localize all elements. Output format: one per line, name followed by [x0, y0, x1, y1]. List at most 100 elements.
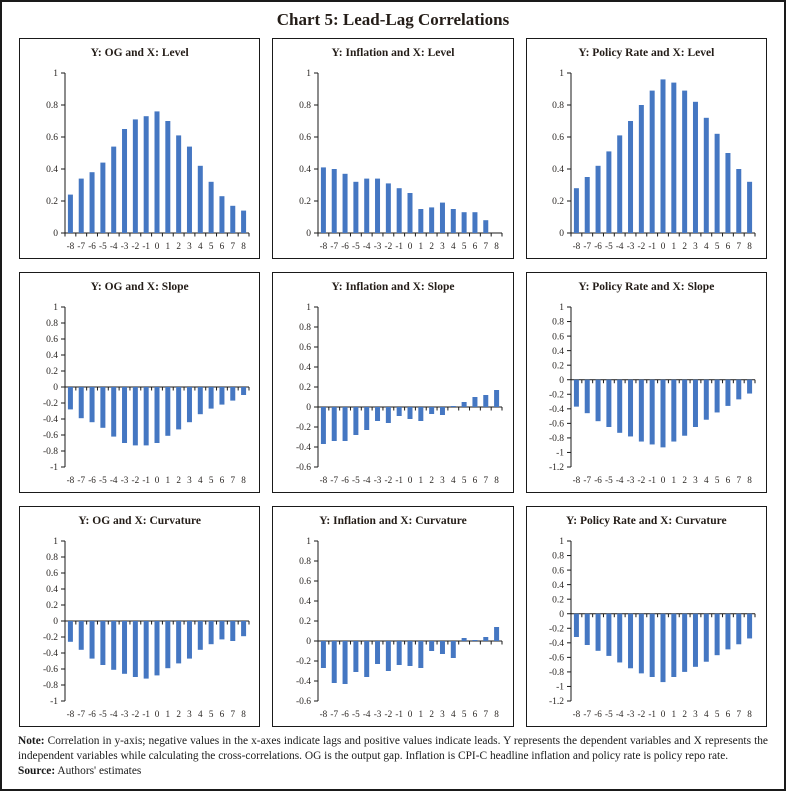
svg-text:-4: -4 [363, 241, 371, 251]
svg-text:-6: -6 [341, 241, 349, 251]
svg-text:7: 7 [230, 709, 235, 719]
svg-text:-8: -8 [573, 241, 581, 251]
svg-text:-0.8: -0.8 [549, 434, 564, 444]
svg-text:1: 1 [53, 303, 58, 313]
svg-text:-5: -5 [99, 709, 107, 719]
svg-text:1: 1 [306, 537, 311, 547]
svg-text:0: 0 [53, 229, 58, 239]
svg-text:6: 6 [219, 475, 224, 485]
svg-text:0.8: 0.8 [552, 552, 564, 562]
svg-text:-8: -8 [573, 709, 581, 719]
source-text: Authors' estimates [55, 765, 142, 778]
panel-title: Y: OG and X: Level [90, 47, 189, 59]
svg-text:8: 8 [748, 241, 753, 251]
svg-text:-4: -4 [110, 475, 118, 485]
chart-panel-og-level: Y: OG and X: Level 0 0.2 0.4 0.6 0.8 1 -8 -7 -6-… [19, 38, 261, 259]
svg-text:2: 2 [429, 241, 434, 251]
svg-text:-2: -2 [638, 709, 646, 719]
svg-text:-6: -6 [88, 241, 96, 251]
svg-text:2: 2 [429, 475, 434, 485]
svg-text:-1: -1 [395, 241, 403, 251]
svg-text:-6: -6 [595, 475, 603, 485]
svg-text:7: 7 [737, 475, 742, 485]
chart-grid: Y: OG and X: Level 0 0.2 0.4 0.6 0.8 1 -8 -7 -6-… [2, 38, 784, 727]
svg-text:-7: -7 [77, 475, 85, 485]
svg-text:-0.6: -0.6 [43, 665, 58, 675]
svg-text:0.6: 0.6 [299, 133, 311, 143]
svg-text:-1: -1 [649, 241, 657, 251]
svg-text:-4: -4 [363, 709, 371, 719]
svg-text:-0.2: -0.2 [549, 390, 564, 400]
svg-text:-1.2: -1.2 [549, 697, 564, 707]
svg-text:0.8: 0.8 [46, 319, 58, 329]
svg-text:0: 0 [306, 403, 311, 413]
bar-chart-inflation-level: 00.20.40.60.81-8 -7 -6 -5 -4 -3 -2 -1 0 1 2 3 4 5 6 7 8 [299, 69, 503, 251]
svg-text:0.2: 0.2 [46, 367, 58, 377]
svg-text:0.6: 0.6 [46, 335, 58, 345]
svg-text:6: 6 [219, 709, 224, 719]
svg-text:-1: -1 [142, 475, 150, 485]
svg-text:-3: -3 [627, 709, 635, 719]
svg-text:5: 5 [462, 475, 467, 485]
svg-text:1: 1 [165, 241, 170, 251]
svg-text:0.6: 0.6 [552, 332, 564, 342]
figure-title: Chart 5: Lead-Lag Correlations [276, 10, 510, 29]
svg-text:1: 1 [672, 709, 677, 719]
svg-text:0: 0 [408, 241, 413, 251]
svg-text:6: 6 [726, 709, 731, 719]
svg-text:-0.4: -0.4 [296, 443, 311, 453]
svg-text:-4: -4 [616, 709, 624, 719]
source-line: Source: Authors' estimates [18, 764, 768, 779]
svg-text:5: 5 [715, 241, 720, 251]
svg-text:-4: -4 [363, 475, 371, 485]
svg-text:-6: -6 [595, 709, 603, 719]
svg-text:7: 7 [483, 241, 488, 251]
svg-text:0.4: 0.4 [552, 581, 564, 591]
svg-text:-0.2: -0.2 [43, 399, 58, 409]
svg-text:-7: -7 [77, 241, 85, 251]
svg-text:-8: -8 [573, 475, 581, 485]
svg-text:0: 0 [560, 610, 565, 620]
svg-text:1: 1 [672, 241, 677, 251]
svg-text:-2: -2 [638, 475, 646, 485]
bar-chart-inflation-slope: -0.6 -0.4 -0.2 0 0.2 0.4 0.6 0.8 1 -8 -7 -6 -5 -4 -3 -2… [296, 303, 503, 485]
bar-chart-policy-slope: -1.2 -1 -0.8 -0.6 -0.4 -0.2 0 0.2 0.4 0.6 0.8 1 -8 -7… [549, 303, 756, 485]
svg-text:0.6: 0.6 [299, 577, 311, 587]
svg-text:1: 1 [560, 537, 565, 547]
svg-text:1: 1 [672, 475, 677, 485]
svg-text:8: 8 [494, 241, 499, 251]
svg-text:-0.4: -0.4 [549, 639, 564, 649]
svg-text:4: 4 [704, 241, 709, 251]
svg-text:0.8: 0.8 [46, 101, 58, 111]
svg-text:-3: -3 [374, 475, 382, 485]
svg-text:-8: -8 [66, 475, 74, 485]
svg-text:0: 0 [154, 241, 159, 251]
svg-text:3: 3 [693, 241, 698, 251]
chart-panel-policy-level: Y: Policy Rate and X: Level 0 0.2 0.4 0.6 0.… [525, 38, 767, 259]
svg-text:-0.8: -0.8 [43, 447, 58, 457]
svg-text:0.8: 0.8 [299, 557, 311, 567]
svg-text:2: 2 [683, 709, 688, 719]
svg-text:4: 4 [704, 475, 709, 485]
svg-text:-6: -6 [341, 709, 349, 719]
svg-text:0: 0 [306, 229, 311, 239]
svg-text:-5: -5 [99, 475, 107, 485]
svg-text:-3: -3 [627, 475, 635, 485]
svg-text:-5: -5 [99, 241, 107, 251]
svg-text:7: 7 [737, 709, 742, 719]
svg-text:-7: -7 [584, 241, 592, 251]
svg-text:8: 8 [748, 709, 753, 719]
svg-text:-2: -2 [131, 475, 139, 485]
svg-text:0.8: 0.8 [46, 553, 58, 563]
svg-text:5: 5 [462, 709, 467, 719]
svg-text:7: 7 [483, 475, 488, 485]
svg-text:7: 7 [483, 709, 488, 719]
panel-title: Y: Inflation and X: Slope [331, 281, 455, 293]
svg-text:6: 6 [473, 241, 478, 251]
svg-text:-0.2: -0.2 [296, 657, 311, 667]
figure-footnote: Note: Correlation in y-axis; negative va… [2, 727, 784, 779]
chart-panel-inflation-slope: Y: Inflation and X: Slope -0.6 -0.4 -0.2 0 0… [272, 272, 514, 493]
svg-text:3: 3 [187, 475, 192, 485]
svg-text:-5: -5 [352, 475, 360, 485]
